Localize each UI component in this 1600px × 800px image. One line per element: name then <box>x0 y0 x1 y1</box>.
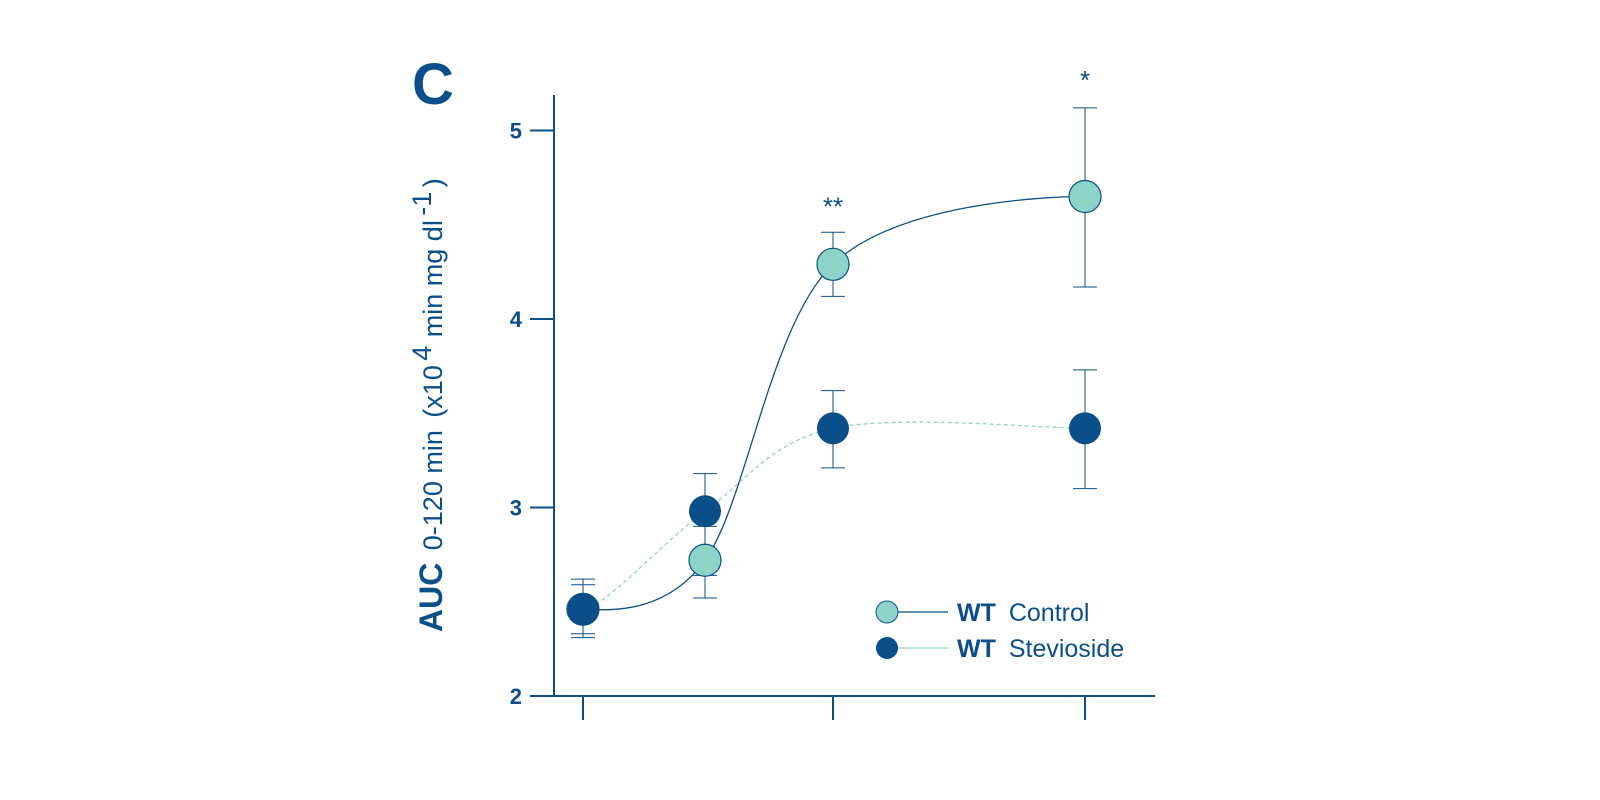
significance-marker: ** <box>823 191 843 221</box>
point-stevioside <box>689 495 721 528</box>
point-stevioside <box>1069 412 1101 445</box>
y-tick-label: 4 <box>510 307 523 332</box>
point-control <box>1068 179 1102 214</box>
y-tick-label: 5 <box>510 119 522 144</box>
legend-label-stevioside-name: Stevioside <box>1009 635 1124 663</box>
y-axis-label-units-pre: (x10 <box>418 365 448 418</box>
y-axis-label: AUC 0-120 min (x10 4 min mg dl -1 ) <box>407 178 449 632</box>
legend-label-stevioside: WT Stevioside <box>957 635 1124 663</box>
y-axis-label-units-mid: min mg dl <box>418 220 448 337</box>
legend-label-control: WT Control <box>957 599 1089 627</box>
legend-label-control-bold: WT <box>957 599 996 627</box>
point-stevioside <box>567 593 599 626</box>
significance-marker: * <box>1080 65 1090 95</box>
legend-marker-control <box>875 600 899 624</box>
point-control <box>816 247 850 281</box>
point-stevioside <box>817 412 849 445</box>
legend-marker-stevioside <box>876 637 898 659</box>
y-axis-label-sub: 0-120 min <box>418 430 448 550</box>
legend-label-control-name: Control <box>1009 599 1090 627</box>
y-axis-label-exponent-2: -1 <box>407 192 437 216</box>
legend: WT Control WT Stevioside <box>875 599 1124 663</box>
y-tick-label: 2 <box>510 684 522 709</box>
significance-annotations: *** <box>823 65 1090 221</box>
y-axis-label-main: AUC <box>413 563 449 632</box>
fit-curves <box>582 195 1086 611</box>
y-axis-label-exponent: 4 <box>407 346 437 361</box>
fit-curve-control <box>582 195 1086 611</box>
legend-label-stevioside-bold: WT <box>957 635 996 663</box>
point-control <box>688 543 722 577</box>
y-tick-label: 3 <box>510 496 522 521</box>
legend-item-control: WT Control <box>875 599 1089 627</box>
axes: 2 3 4 5 <box>510 95 1155 720</box>
data-points <box>566 179 1102 626</box>
fit-curve-stevioside <box>582 421 1086 610</box>
legend-item-stevioside: WT Stevioside <box>876 635 1124 663</box>
panel-label: C <box>412 52 454 117</box>
y-axis-label-units-post: ) <box>418 178 448 187</box>
